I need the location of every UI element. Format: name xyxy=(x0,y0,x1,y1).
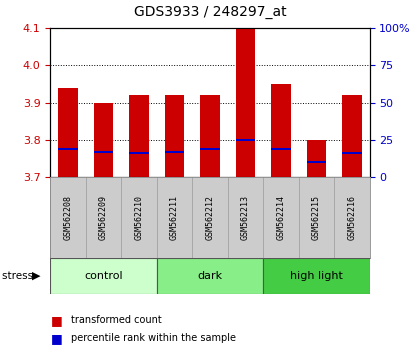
Bar xyxy=(342,95,362,177)
Text: ■: ■ xyxy=(50,332,62,344)
Text: GSM562212: GSM562212 xyxy=(205,195,215,240)
Text: transformed count: transformed count xyxy=(71,315,162,325)
Text: GSM562214: GSM562214 xyxy=(276,195,286,240)
Bar xyxy=(307,140,326,177)
Bar xyxy=(50,258,157,294)
Text: dark: dark xyxy=(197,271,223,281)
Bar xyxy=(200,148,220,150)
Text: ▶: ▶ xyxy=(32,271,40,281)
Bar xyxy=(129,152,149,154)
Bar xyxy=(263,258,370,294)
Bar xyxy=(271,148,291,150)
Bar xyxy=(165,150,184,153)
Text: percentile rank within the sample: percentile rank within the sample xyxy=(71,333,236,343)
Text: GSM562216: GSM562216 xyxy=(347,195,356,240)
Bar xyxy=(94,103,113,177)
Text: control: control xyxy=(84,271,123,281)
Bar xyxy=(58,148,78,150)
Bar xyxy=(236,139,255,141)
Bar xyxy=(129,95,149,177)
Bar xyxy=(307,161,326,163)
Text: GSM562211: GSM562211 xyxy=(170,195,179,240)
Text: GSM562215: GSM562215 xyxy=(312,195,321,240)
Bar xyxy=(165,95,184,177)
Text: GSM562213: GSM562213 xyxy=(241,195,250,240)
Text: GSM562210: GSM562210 xyxy=(134,195,144,240)
Bar xyxy=(200,95,220,177)
Bar xyxy=(58,88,78,177)
Text: GDS3933 / 248297_at: GDS3933 / 248297_at xyxy=(134,5,286,19)
Bar xyxy=(271,84,291,177)
Text: GSM562208: GSM562208 xyxy=(64,195,73,240)
Text: high light: high light xyxy=(290,271,343,281)
Text: ■: ■ xyxy=(50,314,62,327)
Bar xyxy=(94,150,113,153)
Bar xyxy=(236,28,255,177)
Text: GSM562209: GSM562209 xyxy=(99,195,108,240)
Text: stress: stress xyxy=(2,271,37,281)
Bar xyxy=(342,152,362,154)
Bar xyxy=(157,258,263,294)
